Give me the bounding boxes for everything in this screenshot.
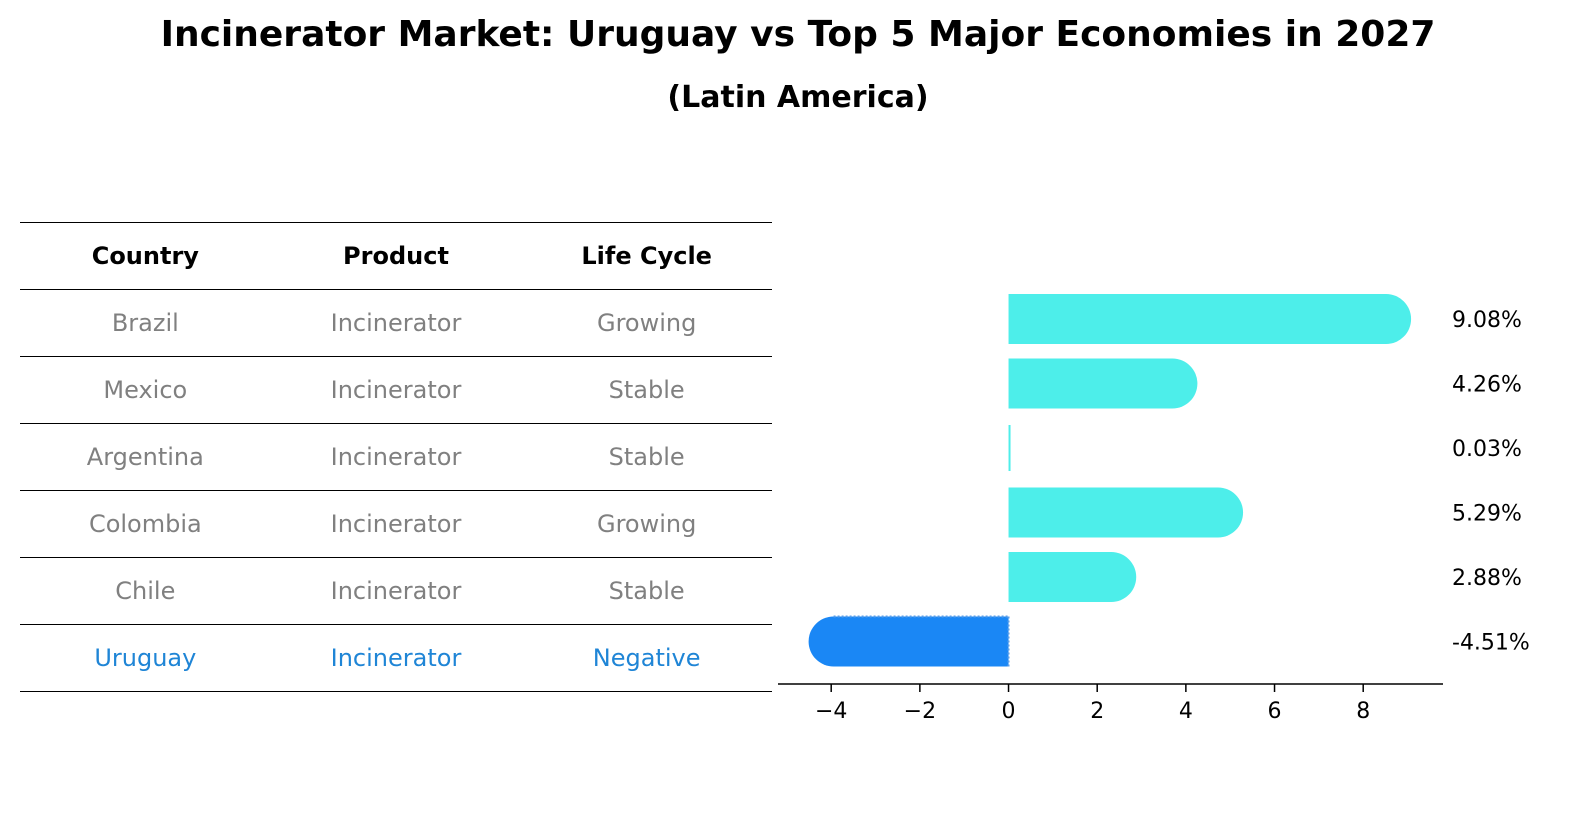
value-label: 2.88% [1452, 566, 1522, 591]
bar-highlighted [808, 616, 1009, 667]
header-life-cycle: Life Cycle [521, 222, 772, 290]
bar [1008, 552, 1137, 602]
table-row: Chile Incinerator Stable [20, 557, 772, 625]
table-row: Mexico Incinerator Stable [20, 356, 772, 424]
bar [1008, 294, 1412, 344]
value-label: 0.03% [1452, 437, 1522, 462]
cell-life-cycle: Stable [521, 356, 772, 424]
cell-country: Chile [20, 557, 271, 625]
x-tick-label: 8 [1356, 699, 1370, 724]
cell-life-cycle: Negative [521, 624, 772, 692]
cell-product: Incinerator [270, 423, 522, 491]
x-tick-label: 6 [1268, 699, 1282, 724]
value-label: 9.08% [1452, 308, 1522, 333]
x-tick-label: −2 [904, 699, 936, 724]
cell-product: Incinerator [270, 490, 522, 558]
table-row: Brazil Incinerator Growing [20, 289, 772, 357]
cell-life-cycle: Growing [521, 490, 772, 558]
value-label: -4.51% [1452, 631, 1530, 656]
value-label: 4.26% [1452, 373, 1522, 398]
x-tick-label: 4 [1179, 699, 1193, 724]
cell-country: Brazil [20, 289, 271, 357]
chart-title: Incinerator Market: Uruguay vs Top 5 Maj… [160, 14, 1436, 55]
cell-product: Incinerator [270, 624, 522, 692]
cell-country: Colombia [20, 490, 271, 558]
value-label: 5.29% [1452, 502, 1522, 527]
table-row-highlighted: Uruguay Incinerator Negative [20, 624, 772, 692]
header-country: Country [20, 222, 271, 290]
cell-product: Incinerator [270, 557, 522, 625]
bar [1008, 487, 1244, 538]
cell-country: Uruguay [20, 624, 271, 692]
cell-life-cycle: Stable [521, 423, 772, 491]
header-product: Product [270, 222, 522, 290]
cell-product: Incinerator [270, 356, 522, 424]
chart-subtitle: (Latin America) [667, 80, 929, 115]
comparison-table: Country Product Life Cycle Brazil Incine… [20, 222, 772, 692]
cell-country: Argentina [20, 423, 271, 491]
table-row: Colombia Incinerator Growing [20, 490, 772, 558]
cell-product: Incinerator [270, 289, 522, 357]
x-tick-label: 0 [1002, 699, 1016, 724]
cell-life-cycle: Stable [521, 557, 772, 625]
bar [1008, 358, 1198, 409]
x-tick-label: −4 [815, 699, 847, 724]
cell-life-cycle: Growing [521, 289, 772, 357]
table-row: Argentina Incinerator Stable [20, 423, 772, 491]
growth-bar-chart: 9.08% 4.26% 0.03% 5.29% 2.88% -4.51% −4 −2 0 2 4 6 8 [778, 294, 1530, 724]
bar [1008, 425, 1011, 471]
table-header-row: Country Product Life Cycle [20, 222, 772, 290]
x-tick-label: 2 [1090, 699, 1104, 724]
cell-country: Mexico [20, 356, 271, 424]
